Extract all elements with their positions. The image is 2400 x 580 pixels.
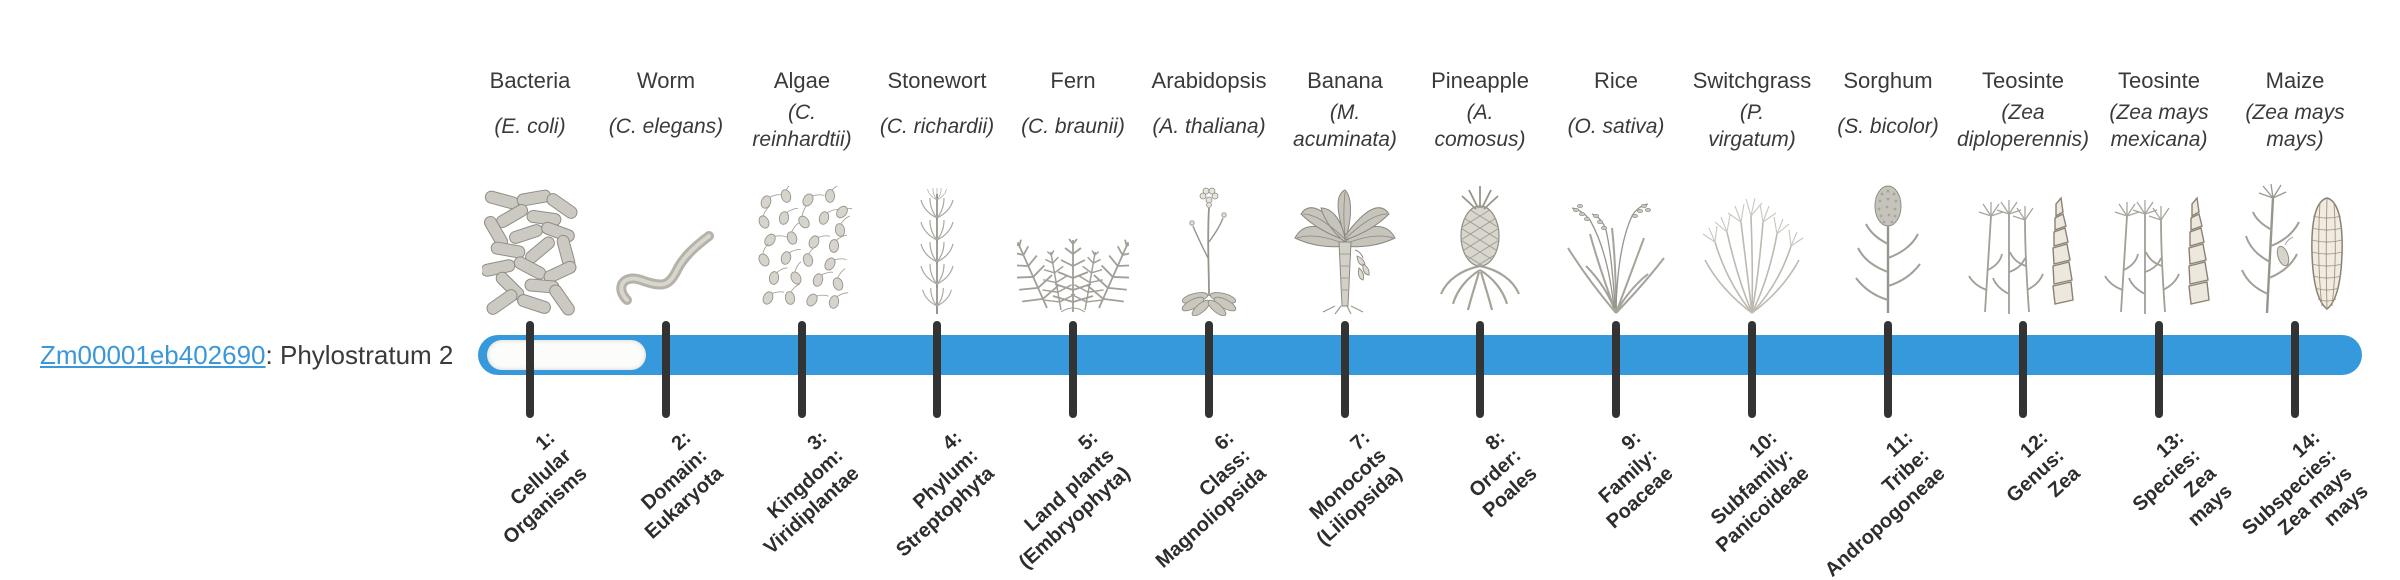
organism-common-name: Algae	[773, 68, 831, 93]
rice-icon	[1541, 170, 1691, 316]
maize-icon	[2220, 170, 2370, 316]
gene-label: Zm00001eb402690: Phylostratum 2	[40, 340, 453, 371]
phylostrata-bar-unfilled-segment	[487, 340, 646, 370]
organism-column-switchgrass: Switchgrass (P. virgatum)	[1677, 68, 1827, 156]
stratum-tick-13	[2155, 321, 2163, 418]
worm-icon	[591, 170, 741, 316]
organism-scientific-name: (Zea diploperennis)	[1957, 101, 2089, 152]
organism-scientific-name: (Zea mays mays)	[2245, 101, 2345, 152]
fern-icon	[998, 170, 1148, 316]
stratum-tick-12	[2019, 321, 2027, 418]
pineapple-icon	[1405, 170, 1555, 316]
organism-column-pineapple: Pineapple (A. comosus)	[1405, 68, 1555, 156]
stratum-tick-4	[933, 321, 941, 418]
switchgrass-icon	[1677, 170, 1827, 316]
organism-scientific-name: (C. reinhardtii)	[752, 101, 852, 152]
organism-column-teosinte-mexicana: Teosinte (Zea mays mexicana)	[2084, 68, 2234, 156]
organism-scientific-name: (Zea mays mexicana)	[2109, 101, 2209, 152]
organism-scientific-name: (P. virgatum)	[1708, 101, 1796, 152]
stonewort-icon	[862, 170, 1012, 316]
phylostrata-bar	[478, 335, 2362, 375]
organism-common-name: Bacteria	[489, 68, 571, 93]
organism-common-name: Banana	[1307, 68, 1383, 93]
organism-column-teosinte-diploperennis: Teosinte (Zea diploperennis)	[1948, 68, 2098, 156]
organism-scientific-name: (M. acuminata)	[1293, 101, 1397, 152]
organism-column-stonewort: Stonewort (C. richardii)	[862, 68, 1012, 156]
stratum-tick-11	[1884, 321, 1892, 418]
organism-column-bacteria: Bacteria (E. coli)	[455, 68, 605, 156]
stratum-tick-5	[1069, 321, 1077, 418]
stratum-tick-9	[1612, 321, 1620, 418]
teosinte-icon	[2084, 170, 2234, 316]
organism-column-fern: Fern (C. braunii)	[998, 68, 1148, 156]
stratum-tick-8	[1476, 321, 1484, 418]
stratum-tick-10	[1748, 321, 1756, 418]
organism-common-name: Maize	[2265, 68, 2325, 93]
organism-column-rice: Rice (O. sativa)	[1541, 68, 1691, 156]
stratum-tick-14	[2291, 321, 2299, 418]
algae-icon	[727, 170, 877, 316]
organism-scientific-name: (O. sativa)	[1567, 114, 1665, 138]
stratum-tick-1	[526, 321, 534, 418]
gene-phylostratum-text: : Phylostratum 2	[265, 340, 454, 370]
organism-column-maize: Maize (Zea mays mays)	[2220, 68, 2370, 156]
organism-scientific-name: (E. coli)	[494, 114, 566, 138]
stratum-tick-3	[798, 321, 806, 418]
organism-common-name: Teosinte	[2118, 68, 2200, 93]
banana-icon	[1270, 170, 1420, 316]
organism-common-name: Stonewort	[887, 68, 987, 93]
organism-column-arabidopsis: Arabidopsis (A. thaliana)	[1134, 68, 1284, 156]
bacteria-icon	[455, 170, 605, 316]
organism-scientific-name: (C. elegans)	[608, 114, 724, 138]
gene-id-link[interactable]: Zm00001eb402690	[40, 340, 266, 370]
stratum-tick-7	[1341, 321, 1349, 418]
organism-common-name: Arabidopsis	[1151, 68, 1267, 93]
organism-scientific-name: (A. thaliana)	[1152, 114, 1266, 138]
stratum-tick-2	[662, 321, 670, 418]
organism-scientific-name: (A. comosus)	[1434, 101, 1526, 152]
arabidopsis-icon	[1134, 170, 1284, 316]
sorghum-icon	[1813, 170, 1963, 316]
organism-column-sorghum: Sorghum (S. bicolor)	[1813, 68, 1963, 156]
organism-scientific-name: (S. bicolor)	[1837, 114, 1939, 138]
organism-column-algae: Algae (C. reinhardtii)	[727, 68, 877, 156]
organism-common-name: Fern	[1050, 68, 1096, 93]
organism-common-name: Switchgrass	[1692, 68, 1812, 93]
organism-common-name: Rice	[1593, 68, 1638, 93]
organism-column-worm: Worm (C. elegans)	[591, 68, 741, 156]
organism-scientific-name: (C. braunii)	[1021, 114, 1125, 138]
organism-common-name: Worm	[636, 68, 696, 93]
teosinte-icon	[1948, 170, 2098, 316]
organism-scientific-name: (C. richardii)	[879, 114, 995, 138]
organism-common-name: Sorghum	[1843, 68, 1933, 93]
organism-column-banana: Banana (M. acuminata)	[1270, 68, 1420, 156]
organism-common-name: Teosinte	[1982, 68, 2064, 93]
organism-common-name: Pineapple	[1431, 68, 1529, 93]
stratum-tick-6	[1205, 321, 1213, 418]
